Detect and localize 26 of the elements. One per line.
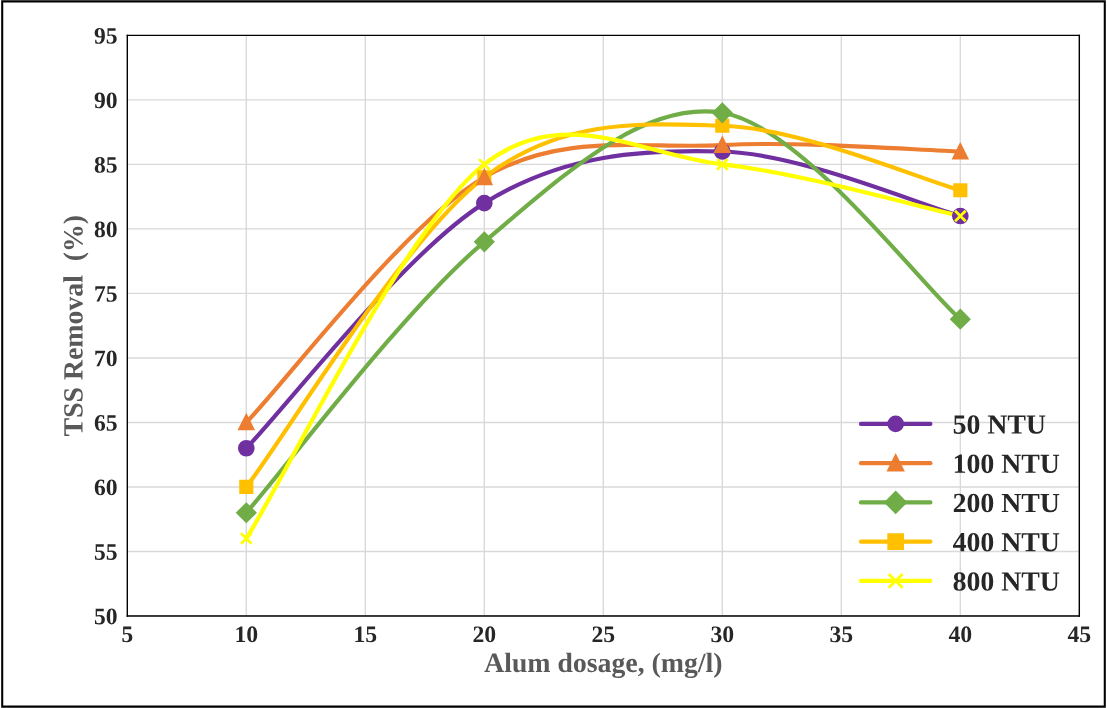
x-tick-label: 10 — [236, 626, 258, 643]
x-tick-label: 20 — [473, 626, 496, 643]
y-tick-label: 70 — [95, 350, 117, 367]
y-tick-label: 60 — [94, 479, 117, 496]
legend-label: 50 NTU — [953, 415, 1046, 434]
y-tick-label: 50 — [94, 608, 117, 625]
y-tick-label: 75 — [95, 286, 117, 302]
legend-label: 400 NTU — [953, 532, 1060, 552]
y-tick-label: 80 — [94, 221, 117, 238]
legend-label: 100 NTU — [954, 454, 1060, 474]
x-tick-label: 30 — [711, 626, 734, 643]
y-tick-label: 90 — [94, 92, 117, 109]
x-tick-label: 15 — [355, 626, 377, 643]
y-axis-title: TSS Removal (%) — [63, 216, 89, 436]
x-tick-label: 45 — [1067, 626, 1091, 643]
x-axis-title: Alum dosage, (mg/l) — [484, 652, 722, 679]
y-tick-label: 65 — [94, 415, 117, 431]
y-tick-label: 55 — [94, 544, 117, 560]
x-tick-label: 25 — [592, 626, 615, 643]
y-tick-label: 95 — [94, 27, 117, 44]
x-tick-label: 40 — [948, 626, 972, 643]
legend-label: 800 NTU — [953, 572, 1060, 591]
legend-label: 200 NTU — [953, 493, 1060, 513]
x-tick-label: 35 — [830, 626, 853, 643]
x-tick-label: 5 — [122, 626, 133, 643]
y-tick-label: 85 — [94, 156, 117, 173]
